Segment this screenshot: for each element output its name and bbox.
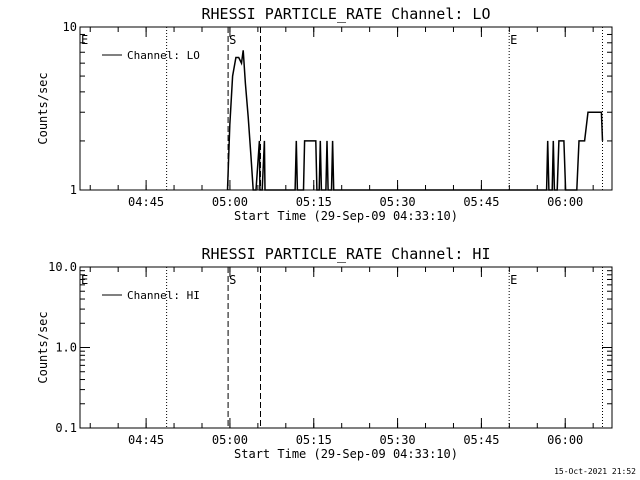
y-tick-label: 1 xyxy=(70,183,77,197)
y-tick-label: 10 xyxy=(63,20,77,34)
marker-label: S xyxy=(229,273,236,287)
y-tick-label: 10.0 xyxy=(48,260,77,274)
hi-channel-panel: RHESSI PARTICLE_RATE Channel: HI 0.1 1.0 10… xyxy=(36,245,613,461)
x-tick-label: 05:00 xyxy=(212,195,248,209)
x-tick-label: 05:15 xyxy=(296,195,332,209)
x-tick-label: 05:45 xyxy=(463,195,499,209)
marker-label: E xyxy=(81,273,88,287)
y-minor-ticks xyxy=(80,33,612,142)
y-tick-label: 1.0 xyxy=(55,341,77,355)
x-tick-label: 05:30 xyxy=(380,433,416,447)
x-axis-label: Start Time (29-Sep-09 04:33:10) xyxy=(234,209,458,223)
y-axis-label: Counts/sec xyxy=(36,311,50,383)
y-axis-label: Counts/sec xyxy=(36,72,50,144)
x-axis-label: Start Time (29-Sep-09 04:33:10) xyxy=(234,447,458,461)
marker-label: E xyxy=(81,33,88,47)
x-tick-label: 05:45 xyxy=(463,433,499,447)
x-tick-label: 04:45 xyxy=(128,433,164,447)
marker-label: E xyxy=(510,273,517,287)
y-minor-ticks xyxy=(80,270,612,405)
marker-label: S xyxy=(229,33,236,47)
x-tick-label: 04:45 xyxy=(128,195,164,209)
x-tick-label: 05:30 xyxy=(380,195,416,209)
generation-timestamp: 15-Oct-2021 21:52 xyxy=(554,467,636,476)
lo-channel-panel: RHESSI PARTICLE_RATE Channel: LO 1 10 04:45… xyxy=(36,5,613,223)
x-tick-label: 05:00 xyxy=(212,433,248,447)
x-tick-label: 06:00 xyxy=(547,433,583,447)
chart-title: RHESSI PARTICLE_RATE Channel: HI xyxy=(202,245,491,263)
legend-label: Channel: HI xyxy=(127,289,200,302)
y-tick-label: 0.1 xyxy=(55,421,77,435)
marker-label: E xyxy=(510,33,517,47)
legend-label: Channel: LO xyxy=(127,49,200,62)
series-line-channel-lo xyxy=(226,50,604,191)
x-tick-label: 05:15 xyxy=(296,433,332,447)
chart-title: RHESSI PARTICLE_RATE Channel: LO xyxy=(202,5,491,23)
x-tick-label: 06:00 xyxy=(547,195,583,209)
